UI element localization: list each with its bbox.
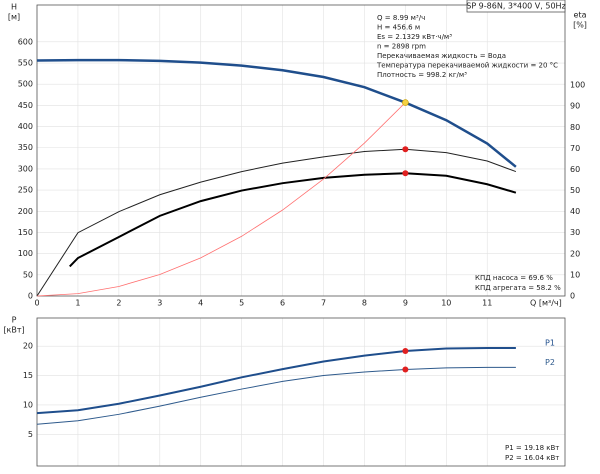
y2-tick-label: 50: [570, 186, 580, 195]
x-tick-label: 10: [441, 299, 451, 308]
y-tick-label: 150: [18, 228, 33, 237]
y-tick-label: 200: [18, 207, 33, 216]
annotation: Q = 8.99 м³/ч: [377, 14, 425, 22]
y2-tick-label: 0: [570, 292, 575, 301]
y-tick-label: 250: [18, 186, 33, 195]
y-axis-label: P: [12, 316, 17, 325]
y2-tick-label: 10: [570, 270, 580, 279]
x-tick-label: 2: [116, 299, 121, 308]
chart-title: SP 9-86N, 3*400 V, 50Hz: [466, 2, 566, 11]
y-tick-label: 300: [18, 164, 33, 173]
y-tick-label: 500: [18, 80, 33, 89]
title-box: [466, 0, 566, 13]
operating-point: [402, 146, 409, 153]
curve: [69, 172, 517, 268]
y2-tick-label: 40: [570, 207, 580, 216]
curve: [36, 58, 517, 168]
y2-axis-unit: [%]: [573, 21, 587, 30]
annotation: Температура перекачиваемой жидкости = 20…: [376, 62, 558, 70]
y2-tick-label: 20: [570, 249, 580, 258]
curve: [36, 102, 406, 297]
y2-axis-label: eta: [574, 11, 587, 20]
footnote: КПД насоса = 69.6 %: [475, 274, 553, 282]
y-axis-unit: [м]: [8, 13, 20, 22]
x-tick-label: 1: [75, 299, 80, 308]
x-tick-label: 9: [403, 299, 408, 308]
y-tick-label: 5: [28, 430, 33, 439]
annotation: n = 2898 rpm: [377, 43, 426, 51]
y-tick-label: 20: [23, 342, 33, 351]
y-tick-label: 15: [23, 371, 33, 380]
curve: [36, 148, 517, 297]
x-axis-label: Q [м³/ч]: [530, 299, 562, 308]
y2-tick-label: 90: [570, 102, 580, 111]
operating-point: [402, 366, 409, 373]
y-axis-unit: [кВт]: [3, 326, 24, 335]
y-axis-label: H: [11, 3, 17, 12]
annotation: Плотность = 998.2 кг/м³: [377, 71, 467, 79]
operating-point: [402, 170, 409, 177]
footnote: P2 = 16.04 кВт: [505, 454, 559, 462]
footnote: КПД агрегата = 58.2 %: [475, 284, 561, 292]
legend-label: P1: [545, 338, 555, 347]
y2-tick-label: 30: [570, 228, 580, 237]
y-tick-label: 10: [23, 400, 33, 409]
annotation: H = 456.6 м: [377, 24, 420, 32]
x-tick-label: 0: [34, 299, 39, 308]
x-tick-label: 5: [239, 299, 244, 308]
annotation: Перекачиваемая жидкость = Вода: [377, 52, 506, 60]
x-tick-label: 11: [482, 299, 492, 308]
curve: [36, 366, 516, 425]
y-tick-label: 0: [28, 292, 33, 301]
x-tick-label: 6: [280, 299, 285, 308]
curve: [36, 346, 516, 415]
annotation: Es = 2.1329 кВт·ч/м³: [377, 33, 452, 41]
y-tick-label: 50: [23, 270, 33, 279]
legend-label: P2: [545, 358, 555, 367]
x-tick-label: 8: [362, 299, 367, 308]
y2-tick-label: 60: [570, 165, 580, 174]
plot-frame: [36, 317, 566, 467]
x-tick-label: 7: [321, 299, 326, 308]
plot-frame: [36, 4, 566, 297]
y-tick-label: 350: [18, 143, 33, 152]
operating-point: [402, 348, 409, 355]
y2-tick-label: 100: [570, 81, 585, 90]
y-tick-label: 100: [18, 249, 33, 258]
y-tick-label: 400: [18, 122, 33, 131]
y-tick-label: 600: [18, 37, 33, 46]
x-tick-label: 3: [157, 299, 162, 308]
footnote: P1 = 19.18 кВт: [505, 444, 559, 452]
y2-tick-label: 80: [570, 123, 580, 132]
operating-point: [402, 99, 409, 106]
y-tick-label: 550: [18, 59, 33, 68]
x-tick-label: 4: [198, 299, 203, 308]
y2-tick-label: 70: [570, 144, 580, 153]
y-tick-label: 450: [18, 101, 33, 110]
